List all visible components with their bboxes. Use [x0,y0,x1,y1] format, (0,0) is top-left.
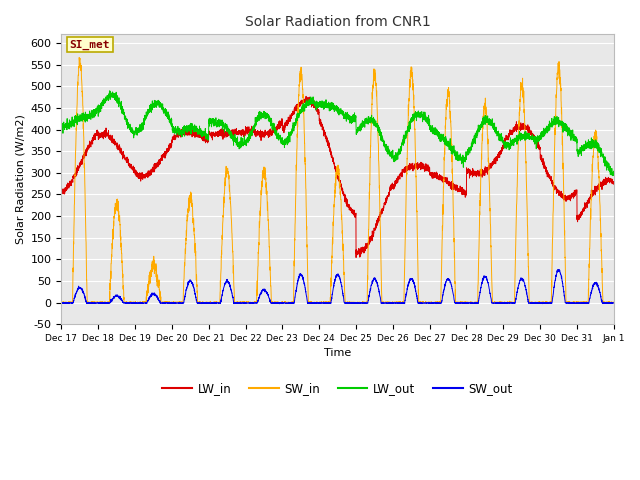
LW_in [302,94,310,99]
LW_in [609,180,617,186]
SW_out [610,300,618,306]
X-axis label: Time: Time [324,348,351,359]
LW_out [610,171,618,177]
LW_in [58,192,65,198]
SW_in [58,300,65,305]
LW_out [317,100,325,106]
SW_out [58,300,65,306]
Y-axis label: Solar Radiation (W/m2): Solar Radiation (W/m2) [15,114,25,244]
SW_in [157,300,164,305]
LW_out [493,131,500,136]
SW_out [431,300,438,306]
Text: SI_met: SI_met [70,39,110,49]
LW_in [493,156,500,161]
SW_in [317,300,325,305]
SW_out [317,300,325,306]
LW_out [431,129,438,135]
SW_out [276,301,284,307]
LW_out [157,102,164,108]
SW_out [609,300,617,306]
SW_in [76,55,83,60]
LW_out [58,123,65,129]
SW_out [554,267,562,273]
SW_in [461,300,469,305]
SW_out [493,300,500,306]
LW_in [431,172,439,178]
LW_out [106,88,113,94]
Title: Solar Radiation from CNR1: Solar Radiation from CNR1 [244,15,431,29]
SW_out [157,300,164,306]
SW_in [610,300,618,305]
SW_in [609,300,617,305]
LW_in [461,192,469,198]
LW_out [461,154,469,160]
LW_out [609,173,616,179]
LW_in [157,156,164,161]
SW_in [58,299,65,305]
Line: SW_out: SW_out [61,270,614,304]
LW_in [352,255,360,261]
SW_out [461,300,469,306]
Legend: LW_in, SW_in, LW_out, SW_out: LW_in, SW_in, LW_out, SW_out [157,377,518,399]
LW_in [610,179,618,185]
LW_out [609,169,617,175]
LW_in [317,121,325,127]
SW_in [431,299,439,305]
Line: LW_in: LW_in [61,96,614,258]
Line: LW_out: LW_out [61,91,614,176]
SW_in [493,300,500,305]
Line: SW_in: SW_in [61,58,614,302]
